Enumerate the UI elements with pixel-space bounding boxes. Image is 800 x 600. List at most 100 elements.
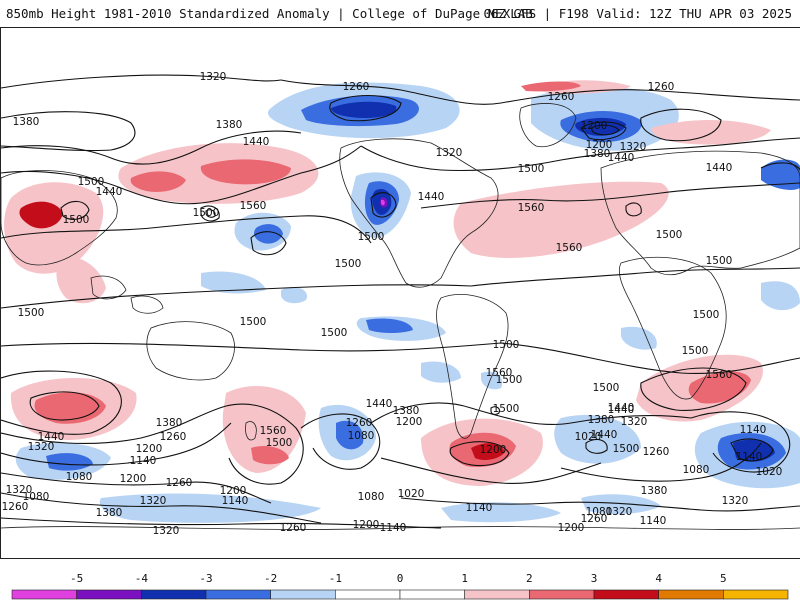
contour-label: 1500 [358,231,385,243]
contour-label: 1440 [243,136,270,148]
contour-line [200,205,220,222]
contour-label: 1560 [240,200,267,212]
colorbar-swatch [270,589,336,600]
contour-label: 1440 [608,402,635,414]
contour-line [1,342,502,352]
contour-label: 1080 [23,491,50,503]
contour-label: 1320 [200,71,227,83]
anomaly-map: 1320 1260 1260 1260 1380 1380 1440 1500 … [1,71,800,537]
contour-label: 1440 [366,398,393,410]
contour-label: 1320 [436,147,463,159]
contour-label: 1560 [706,369,733,381]
contour-label: 1140 [466,502,493,514]
colorbar-tick-label: -3 [199,572,213,585]
contour-label: 1080 [66,471,93,483]
anomaly-negative-region [733,439,775,462]
contour-label: 1560 [556,242,583,254]
contour-label: 1440 [96,186,123,198]
contour-line [60,200,90,220]
contour-label: 1020 [575,431,602,443]
contour-label: 1320 [153,525,180,537]
anomaly-negative-region [421,361,461,383]
height-contours [1,74,800,529]
colorbar-svg [11,589,789,600]
contour-label: 1500 [18,307,45,319]
anomaly-negative-region [761,159,800,191]
contour-line [560,442,762,482]
anomaly-negative-region [381,199,385,206]
contour-line [585,438,608,454]
contour-line [329,95,402,122]
contour-label: 1500 [496,374,523,386]
contour-line [1,403,304,485]
contour-label: 1560 [486,367,513,379]
contour-label: 1260 [2,501,29,513]
contour-label: 1260 [346,417,373,429]
contour-label: 1560 [518,202,545,214]
contour-label: 1500 [78,176,105,188]
contour-label: 1260 [643,446,670,458]
contour-line [490,406,500,416]
colorbar-tick-label: 3 [590,572,598,585]
contour-label: 1500 [593,382,620,394]
contour-line [730,438,774,462]
contour-label: 1140 [380,522,407,534]
contour-label: 1320 [621,416,648,428]
colorbar: -5 -4 -3 -2 -1 0 1 2 3 4 5 [0,572,800,600]
contour-label: 1500 [693,309,720,321]
colorbar-tick-label: 4 [655,572,662,585]
contour-line [625,202,642,217]
contour-label: 1440 [38,431,65,443]
contour-label: 1500 [518,163,545,175]
contour-line [1,422,232,466]
contour-line [420,182,800,209]
contour-line [590,124,620,136]
coastlines [1,103,800,530]
contour-label: 1080 [586,506,613,518]
contour-line [1,284,472,309]
contour-line [300,413,381,470]
contour-label: 1020 [756,466,783,478]
contour-line [1,130,302,165]
contour-line [580,121,627,141]
contour-line [1,111,136,152]
anomaly-positive-region [56,257,106,304]
contour-label: 1140 [222,495,249,507]
contour-label: 1380 [588,414,615,426]
contour-label: 1380 [641,485,668,497]
contour-label: 1260 [548,91,575,103]
contour-line [250,231,287,256]
contour-line [640,108,722,142]
contour-line [449,441,510,467]
contour-label: 1020 [398,488,425,500]
anomaly-positive-region [19,201,63,229]
contour-label: 1080 [358,491,385,503]
colorbar-swatch [658,589,724,600]
contour-label: 1500 [493,339,520,351]
contour-label: 1380 [393,405,420,417]
colorbar-tick-label: -5 [70,572,84,585]
contour-label: 1320 [606,506,633,518]
contour-line [500,342,800,374]
anomaly-negative-region [366,318,413,333]
contour-label: 1200 [480,444,507,456]
anomaly-negative-region [621,326,657,350]
contour-line [640,367,747,411]
colorbar-swatches [11,589,789,600]
contour-label: 1500 [682,345,709,357]
contour-label: 1500 [335,258,362,270]
contour-label: 1440 [608,404,635,416]
colorbar-swatch [205,589,271,600]
contour-line [380,457,602,484]
colorbar-tick-label: -1 [328,572,342,585]
colorbar-swatch [529,589,595,600]
contour-label: 1260 [166,477,193,489]
header: 850mb Height 1981-2010 Standardized Anom… [0,0,800,26]
colorbar-tick-label: 5 [720,572,727,585]
contour-line [400,497,800,512]
contour-label: 1320 [620,141,647,153]
colorbar-tick-label: 1 [461,572,468,585]
anomaly-negative-region [99,493,321,523]
colorbar-swatch [593,589,659,600]
contour-label: 1080 [348,430,375,442]
